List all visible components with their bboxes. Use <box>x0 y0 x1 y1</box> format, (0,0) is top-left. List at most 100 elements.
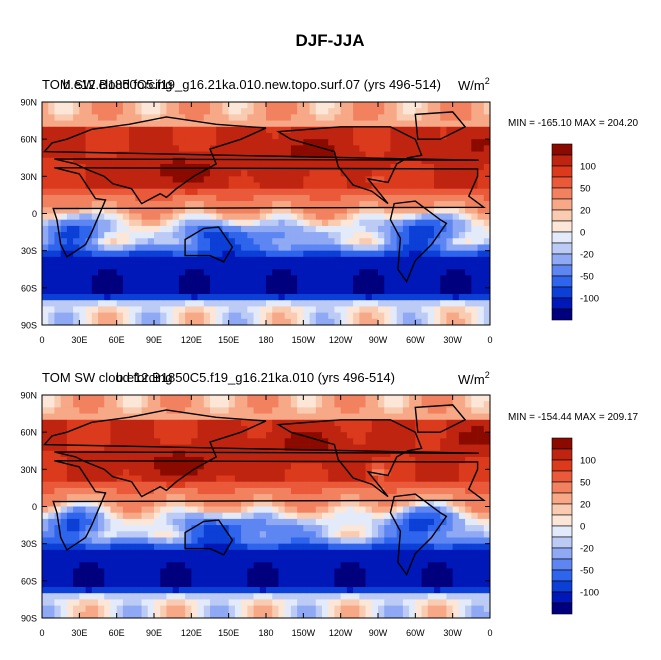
field-cell <box>477 425 485 433</box>
field-cell <box>60 176 68 183</box>
field-cell <box>135 238 142 245</box>
field-cell <box>191 300 198 307</box>
field-cell <box>390 225 398 233</box>
field-cell <box>409 269 416 276</box>
field-cell <box>272 294 279 301</box>
field-cell <box>297 395 304 402</box>
field-cell <box>427 269 435 276</box>
field-cell <box>85 120 93 128</box>
field-cell <box>116 543 124 551</box>
field-cell <box>247 132 254 140</box>
field-cell <box>54 151 62 159</box>
field-cell <box>434 256 441 264</box>
field-cell <box>216 481 223 489</box>
field-cell <box>85 450 93 458</box>
field-cell <box>309 300 317 307</box>
field-cell <box>154 300 161 307</box>
field-cell <box>222 207 230 214</box>
field-cell <box>440 537 447 545</box>
field-cell <box>315 574 323 582</box>
field-cell <box>154 207 161 214</box>
field-cell <box>390 531 398 538</box>
field-cell <box>303 151 310 159</box>
field-cell <box>483 201 491 208</box>
field-cell <box>390 176 398 183</box>
field-cell <box>210 506 217 514</box>
field-cell <box>340 275 348 283</box>
field-cell <box>91 132 99 140</box>
field-cell <box>266 549 273 557</box>
field-cell <box>297 275 304 283</box>
field-cell <box>54 108 62 115</box>
field-cell <box>73 518 80 526</box>
field-cell <box>110 395 118 402</box>
field-cell <box>48 543 55 551</box>
field-cell <box>98 518 105 526</box>
field-cell <box>253 151 261 159</box>
field-cell <box>154 287 161 295</box>
field-cell <box>66 275 74 283</box>
field-cell <box>147 450 155 458</box>
field-cell <box>98 444 105 452</box>
field-cell <box>452 407 460 414</box>
field-cell <box>477 487 485 495</box>
field-cell <box>483 151 491 159</box>
field-cell <box>141 219 149 227</box>
field-cell <box>241 201 248 208</box>
field-cell <box>191 450 198 458</box>
field-cell <box>253 438 261 445</box>
field-cell <box>328 456 335 464</box>
field-cell <box>477 263 485 270</box>
field-cell <box>309 225 317 233</box>
field-cell <box>91 114 99 121</box>
field-cell <box>191 294 198 301</box>
field-cell <box>458 281 466 289</box>
field-cell <box>290 450 298 458</box>
field-cell <box>458 463 466 470</box>
field-cell <box>409 549 416 557</box>
field-cell <box>290 475 298 483</box>
field-cell <box>110 232 118 239</box>
field-cell <box>290 170 298 177</box>
field-cell <box>253 176 261 183</box>
field-cell <box>191 232 198 239</box>
field-cell <box>222 157 230 165</box>
field-cell <box>378 413 385 421</box>
field-cell <box>465 170 472 177</box>
field-cell <box>359 256 366 264</box>
field-cell <box>129 238 136 245</box>
field-cell <box>154 306 161 314</box>
field-cell <box>359 531 366 538</box>
field-cell <box>154 395 161 402</box>
field-cell <box>278 537 286 545</box>
field-cell <box>303 481 310 489</box>
field-cell <box>135 318 142 326</box>
field-cell <box>166 432 174 439</box>
field-cell <box>203 438 211 445</box>
field-cell <box>340 232 348 239</box>
field-cell <box>452 525 460 532</box>
field-cell <box>284 281 292 289</box>
field-cell <box>483 232 491 239</box>
field-cell <box>54 580 62 588</box>
field-cell <box>421 395 429 402</box>
field-cell <box>60 275 68 283</box>
field-cell <box>253 487 261 495</box>
field-cell <box>91 213 99 221</box>
field-cell <box>104 549 111 557</box>
field-cell <box>135 176 142 183</box>
field-cell <box>402 213 410 221</box>
field-cell <box>135 419 142 427</box>
field-cell <box>434 269 441 276</box>
field-cell <box>434 275 441 283</box>
field-cell <box>378 139 385 146</box>
field-cell <box>42 543 49 551</box>
field-cell <box>91 395 99 402</box>
field-cell <box>160 500 167 507</box>
field-cell <box>415 312 422 320</box>
field-cell <box>427 413 435 421</box>
field-cell <box>465 413 472 421</box>
field-cell <box>172 145 180 152</box>
field-cell <box>197 139 205 146</box>
field-cell <box>365 407 373 414</box>
